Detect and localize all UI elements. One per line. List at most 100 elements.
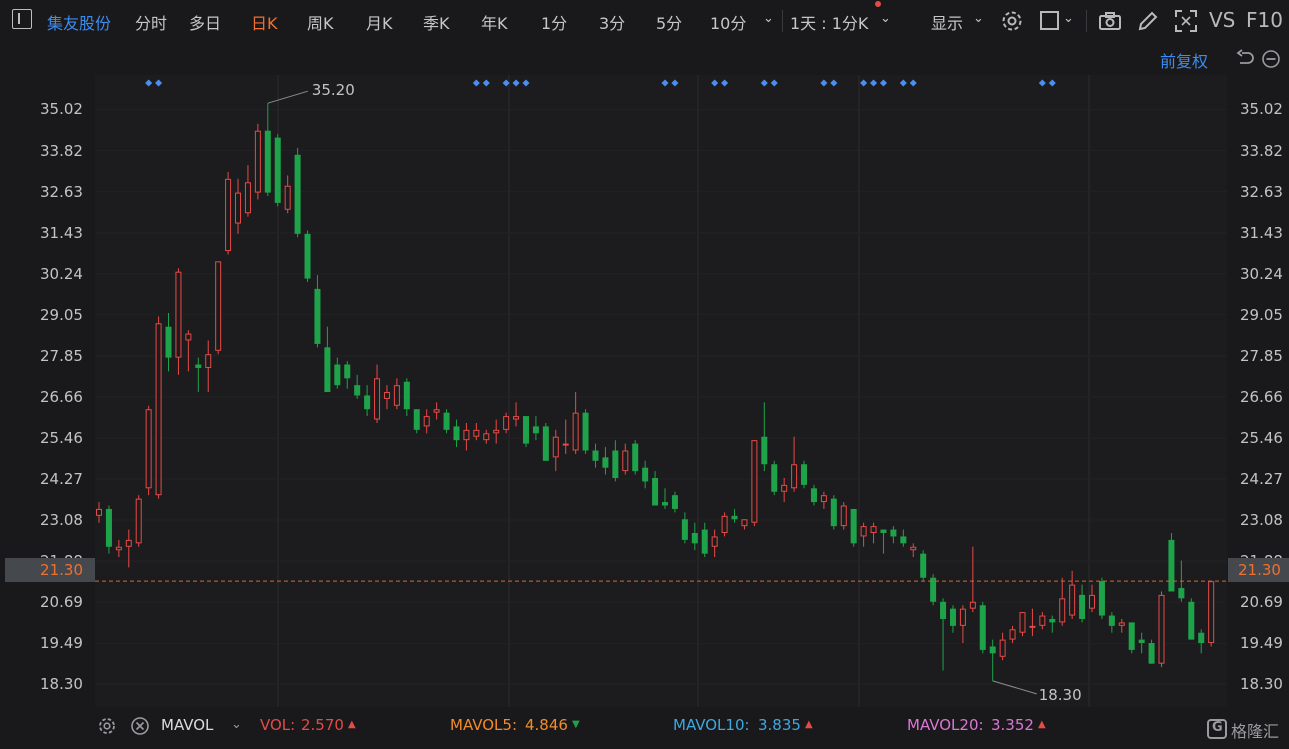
candle-body-up — [969, 601, 976, 609]
indicator-settings-gear-icon[interactable] — [96, 715, 118, 737]
candle-body-down — [731, 515, 738, 520]
indicator-close-icon[interactable] — [129, 715, 151, 737]
mavol20-up-arrow-icon: ▲ — [1038, 719, 1046, 730]
event-marker-icon — [522, 79, 530, 87]
toolbar-divider — [1086, 10, 1087, 32]
overlay-square-icon[interactable] — [1038, 8, 1064, 34]
toolbar: 集友股份 分时 多日 日K 周K 月K 季K 年K 1分 3分 5分 10分 ⌄… — [0, 0, 1289, 42]
candle-body-down — [1178, 588, 1185, 599]
candle-body-up — [1009, 629, 1016, 640]
candle-body-down — [453, 426, 460, 441]
candle-body-up — [503, 416, 510, 430]
candle-body-down — [354, 385, 361, 396]
y-tick-label-left: 23.08 — [40, 510, 83, 529]
y-tick-label-left: 18.30 — [40, 675, 83, 694]
candle-body-down — [701, 529, 708, 554]
y-tick-label-right: 18.30 — [1240, 675, 1283, 694]
event-marker-icon — [860, 79, 868, 87]
candle-body-up — [145, 409, 152, 489]
high-annotation-leader — [267, 90, 308, 104]
tab-quarterly-k[interactable]: 季K — [423, 14, 450, 33]
candle-body-up — [572, 412, 579, 451]
adjust-selector[interactable]: 前复权 — [1160, 52, 1209, 71]
event-marker-icon — [1038, 79, 1046, 87]
candle-body-up — [433, 409, 440, 413]
tab-multiday[interactable]: 多日 — [189, 14, 222, 33]
tab-yearly-k[interactable]: 年K — [481, 14, 508, 33]
display-chevron-icon[interactable]: ⌄ — [973, 11, 984, 26]
event-marker-icon — [820, 79, 828, 87]
candle-body-up — [483, 433, 490, 441]
candle-body-down — [1128, 622, 1135, 650]
tab-3min[interactable]: 3分 — [599, 14, 626, 33]
overlay-chevron-icon[interactable]: ⌄ — [1063, 11, 1074, 26]
candle-body-down — [691, 533, 698, 544]
candle-body-down — [771, 464, 778, 492]
y-tick-label-left: 20.69 — [40, 593, 83, 612]
event-marker-icon — [909, 79, 917, 87]
candle-body-up — [781, 484, 788, 492]
candle-body-up — [493, 429, 500, 434]
candle-body-down — [940, 601, 947, 619]
candle-body-down — [801, 464, 808, 485]
compare-vs-button[interactable]: VS — [1209, 8, 1236, 32]
candle-body-up — [125, 539, 132, 547]
stock-name[interactable]: 集友股份 — [47, 14, 112, 33]
current-price-right: 21.30 — [1238, 561, 1281, 579]
indicator-name[interactable]: MAVOL — [161, 716, 214, 734]
tab-daily-k[interactable]: 日K — [251, 14, 278, 33]
candle-body-up — [870, 526, 877, 534]
candle-body-up — [741, 519, 748, 527]
candle-body-down — [344, 364, 351, 379]
tab-weekly-k[interactable]: 周K — [307, 14, 334, 33]
tab-monthly-k[interactable]: 月K — [366, 14, 393, 33]
candle-body-down — [403, 381, 410, 410]
f10-button[interactable]: F10 — [1246, 8, 1283, 32]
candle-body-up — [215, 261, 222, 351]
event-marker-icon — [482, 79, 490, 87]
candle-body-down — [1108, 615, 1115, 626]
candle-body-up — [552, 436, 559, 458]
toolbar-divider — [782, 10, 783, 32]
indicator-chevron-icon[interactable]: ⌄ — [231, 717, 242, 732]
candle-body-up — [115, 546, 122, 551]
event-marker-icon — [711, 79, 719, 87]
undo-icon[interactable] — [1235, 49, 1255, 69]
candle-body-down — [274, 137, 281, 203]
candle-body-up — [473, 429, 480, 437]
tab-intraday[interactable]: 分时 — [135, 14, 168, 33]
camera-icon[interactable] — [1097, 8, 1123, 34]
y-tick-label-right: 20.69 — [1240, 593, 1283, 612]
display-menu[interactable]: 显示 — [931, 14, 964, 33]
sidebar-toggle-icon[interactable] — [12, 9, 32, 29]
candle-body-up — [910, 546, 917, 551]
pen-draw-icon[interactable] — [1135, 8, 1161, 34]
interval-chevron-icon[interactable]: ⌄ — [880, 11, 891, 26]
candle-body-down — [1168, 539, 1175, 592]
candle-body-up — [374, 378, 381, 420]
indicator-bar: MAVOL ⌄ VOL: 2.570 ▲ MAVOL5: 4.846 ▼ MAV… — [0, 708, 1289, 749]
candle-body-down — [949, 608, 956, 626]
tab-5min[interactable]: 5分 — [656, 14, 683, 33]
candle-body-up — [155, 323, 162, 496]
zoom-out-icon[interactable] — [1261, 49, 1281, 69]
y-tick-label-left: 26.66 — [40, 387, 83, 406]
chart-plot-area[interactable]: 35.20 18.30 — [95, 75, 1227, 707]
candle-body-up — [1059, 598, 1066, 623]
tab-1min[interactable]: 1分 — [541, 14, 568, 33]
fullscreen-icon[interactable] — [1173, 8, 1199, 34]
event-marker-icon — [830, 79, 838, 87]
interval-selector[interactable]: 1天 : 1分K — [790, 14, 869, 33]
settings-gear-icon[interactable] — [999, 8, 1025, 34]
candle-body-down — [195, 364, 202, 368]
mavol10-value: 3.835 — [758, 716, 801, 734]
vol-label: VOL: — [260, 716, 296, 734]
mavol20-value: 3.352 — [991, 716, 1034, 734]
candle-body-up — [393, 385, 400, 406]
candle-body-up — [423, 416, 430, 427]
tab-10min[interactable]: 10分 — [710, 14, 747, 33]
y-tick-label-left: 30.24 — [40, 264, 83, 283]
candle-body-up — [840, 505, 847, 527]
period-more-chevron-icon[interactable]: ⌄ — [763, 11, 774, 26]
candle-body-up — [562, 443, 569, 446]
